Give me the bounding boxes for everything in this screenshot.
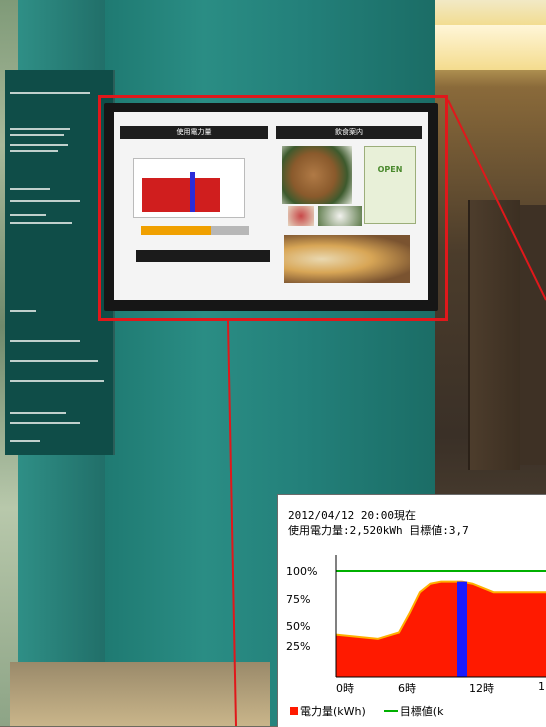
usage-line: [335, 580, 546, 640]
highlight-frame: [98, 95, 448, 321]
connector-line-right: [447, 99, 546, 301]
screen-chart-area: [142, 178, 220, 212]
food-photo-sushi: [318, 206, 362, 226]
y-tick-label: 25%: [286, 640, 311, 653]
y-tick-label: 50%: [286, 620, 311, 633]
screen-progress-fill: [141, 226, 211, 235]
chart-inset: 2012/04/12 20:00現在 使用電力量:2,520kWh 目標値:3,…: [277, 494, 546, 727]
screen-title-restaurants: 飲食案内: [276, 126, 422, 139]
lobby-floor: [10, 662, 270, 726]
elevator-door: [468, 200, 520, 470]
ceiling-light: [435, 25, 546, 70]
power-chart: [335, 555, 546, 678]
open-sign: OPEN: [364, 146, 416, 224]
legend-usage-label: 電力量(kWh): [300, 705, 366, 718]
inset-usage-summary: 使用電力量:2,520kWh 目標値:3,7: [288, 524, 469, 537]
x-tick-label: 6時: [398, 682, 416, 695]
y-tick-label: 100%: [286, 565, 318, 578]
x-tick-label: 0時: [336, 682, 354, 695]
x-tick-label: 1: [538, 680, 545, 693]
current-hour-bar: [457, 581, 467, 677]
food-photo-sandwich: [282, 146, 352, 204]
legend-swatch-usage: [290, 707, 298, 715]
chart-legend: 電力量(kWh) 目標値(k: [290, 703, 443, 719]
y-tick-label: 75%: [286, 593, 311, 606]
screen-chart-current-bar: [190, 172, 195, 212]
screen-footer-banner: [136, 250, 270, 262]
food-photo-cutlet: [284, 235, 410, 283]
inset-timestamp: 2012/04/12 20:00現在: [288, 509, 416, 522]
legend-swatch-target: [383, 709, 398, 712]
x-tick-label: 12時: [469, 682, 494, 695]
elevator-door: [520, 205, 546, 465]
tenant-directory-board: [5, 70, 115, 455]
legend-target-label: 目標値(k: [399, 705, 444, 718]
food-photo-dessert: [288, 206, 314, 226]
connector-line-left: [227, 320, 237, 726]
usage-area: [336, 581, 546, 677]
screen-title-power: 使用電力量: [120, 126, 268, 139]
